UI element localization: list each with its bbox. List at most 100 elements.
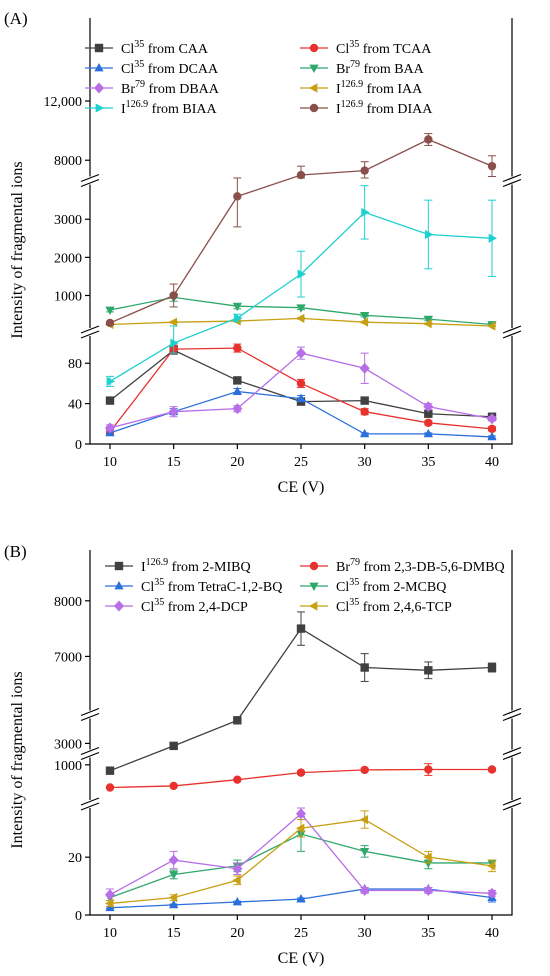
panel-b-data-point xyxy=(168,893,178,903)
panel-b-data-point xyxy=(295,808,307,820)
panel-a-data-point xyxy=(296,304,306,313)
panel-a-legend-marker xyxy=(309,64,319,74)
panel-b-legend-label: Br79 from 2,3-DB-5,6-DMBQ xyxy=(336,557,505,575)
panel-a-data-point xyxy=(359,317,369,327)
panel-a-data-point xyxy=(359,362,370,374)
panel-a-legend-marker xyxy=(309,43,319,53)
panel-b-axis-break-mark xyxy=(80,712,100,722)
panel-a-legend-isotope: 35 xyxy=(134,39,144,50)
panel-b-legend-isotope: 79 xyxy=(350,557,360,568)
panel-a-legend-isotope: 79 xyxy=(135,79,145,90)
panel-b-data-point xyxy=(360,848,370,857)
panel-b-data-point xyxy=(233,716,242,725)
panel-b-data-point xyxy=(169,899,179,909)
panel-a-y-tick-label: 3000 xyxy=(54,213,82,228)
panel-b-data-point xyxy=(105,783,115,792)
panel-a-data-point xyxy=(424,229,434,240)
panel-b-axis-break-mark xyxy=(502,797,522,806)
panel-a-legend-ion: I xyxy=(121,102,126,117)
panel-a-data-point xyxy=(105,318,115,328)
panel-a-x-tick-label: 40 xyxy=(485,455,499,470)
panel-b-data-point xyxy=(169,871,179,880)
panel-a-legend-source: from BIAA xyxy=(148,102,217,117)
panel-b-axis-break-gap xyxy=(503,710,521,719)
panel-a-axis-break-gap xyxy=(503,176,521,185)
panel-a-legend-isotope: 79 xyxy=(350,59,360,70)
panel-a-legend-marker xyxy=(94,62,104,72)
panel-b-axis-break-mark xyxy=(502,712,522,722)
panel-a-data-point xyxy=(360,166,369,175)
panel-a-legend-ion: Br xyxy=(121,82,135,97)
panel-a-y-axis-label: Intensity of fragmental ions xyxy=(9,161,26,338)
panel-a-x-tick-label: 25 xyxy=(294,455,308,470)
panel-a-legend-source: from DBAA xyxy=(145,82,220,97)
panel-b-legend-source: from 2,4-DCP xyxy=(164,600,248,615)
panel-b-y-tick-label: 8000 xyxy=(54,595,82,610)
panel-a-axis-break-gap xyxy=(503,328,521,336)
panel-b-axis-break-mark xyxy=(502,707,522,717)
panel-b-data-point xyxy=(169,741,178,751)
panel-a-legend-label: I126.9 from BIAA xyxy=(121,99,217,117)
panel-a-data-point xyxy=(424,409,433,418)
panel-b-legend-ion: Cl xyxy=(141,580,154,595)
panel-b-legend-isotope: 35 xyxy=(349,597,359,608)
panel-a-data-point xyxy=(360,428,370,438)
panel-a: (A) 10 15 20 25 30 35 40 CE (V) 0 40 80 1000 2000 3000… xyxy=(4,9,522,496)
panel-a-data-point xyxy=(104,422,116,434)
panel-a-x-tick-label: 35 xyxy=(421,455,435,470)
panel-b-data-point xyxy=(232,863,243,875)
panel-b-axis-break-gap xyxy=(81,710,99,719)
panel-b-data-point xyxy=(295,823,305,833)
panel-a-y-tick-label: 0 xyxy=(75,438,82,453)
panel-b-axis-break-mark xyxy=(502,746,522,756)
panel-b-x-tick-label: 40 xyxy=(485,926,499,941)
panel-a-legend-ion: Br xyxy=(336,62,350,77)
panel-a-legend-source: from DIAA xyxy=(363,102,433,117)
panel-a-y-tick-label: 8000 xyxy=(54,154,82,169)
panel-b-axis-break-mark xyxy=(80,707,100,717)
panel-b-legend-ion: Cl xyxy=(141,600,154,615)
panel-a-data-point xyxy=(233,313,243,323)
panel-a-x-tick-label: 15 xyxy=(167,455,181,470)
panel-a-axis-break-mark xyxy=(80,325,100,334)
panel-a-legend-label: Br79 from BAA xyxy=(336,59,425,77)
panel-a-x-tick-label: 10 xyxy=(103,455,117,470)
panel-a-data-point xyxy=(295,313,305,323)
panel-a-data-point xyxy=(297,269,307,279)
panel-b-x-tick-label: 25 xyxy=(294,926,308,941)
panel-b-axis-break-gap xyxy=(503,749,521,758)
panel-b-legend-marker xyxy=(114,580,124,590)
panel-a-legend-label: Cl35 from DCAA xyxy=(121,59,219,77)
panel-a-data-point xyxy=(105,306,115,316)
panel-b-legend-ion: Cl xyxy=(336,600,349,615)
panel-b-data-point xyxy=(104,889,116,901)
panel-a-x-axis-label: CE (V) xyxy=(278,479,325,496)
panel-b-data-point xyxy=(232,875,241,885)
panel-b-data-point xyxy=(424,765,433,774)
panel-b-legend-source: from 2-MCBQ xyxy=(359,580,446,595)
panel-b-legend-ion: Br xyxy=(336,560,350,575)
panel-b-y-tick-label: 0 xyxy=(75,909,82,924)
panel-a-data-point xyxy=(423,315,433,325)
panel-b-x-tick-label: 35 xyxy=(421,926,435,941)
panel-b-axis-break-mark xyxy=(502,802,522,811)
panel-b-legend-label: Cl35 from 2,4-DCP xyxy=(141,597,248,615)
panel-b-data-point xyxy=(169,781,178,791)
panel-a-legend-isotope: 35 xyxy=(349,39,359,50)
panel-a-data-point xyxy=(486,321,496,331)
panel-a-axis-break-mark xyxy=(502,173,522,183)
panel-a-axis-break-mark xyxy=(80,173,100,183)
panel-a-data-point xyxy=(296,379,306,388)
panel-a-data-point xyxy=(486,413,498,425)
panel-a-legend-isotope: 126.9 xyxy=(341,79,364,90)
panel-a-data-point xyxy=(423,401,434,413)
panel-a-legend-label: Br79 from DBAA xyxy=(121,79,220,97)
panel-a-x-tick-label: 20 xyxy=(230,455,244,470)
panel-b-x-axis-label: CE (V) xyxy=(278,950,325,967)
panel-b-legend-marker xyxy=(308,601,318,611)
panel-a-data-point xyxy=(423,428,433,438)
panel-a-data-point xyxy=(423,319,432,329)
panel-a-y-tick-label: 2000 xyxy=(54,251,82,266)
panel-b-legend-label: Cl35 from TetraC-1,2-BQ xyxy=(141,577,282,595)
panel-b-legend-isotope: 35 xyxy=(154,597,164,608)
